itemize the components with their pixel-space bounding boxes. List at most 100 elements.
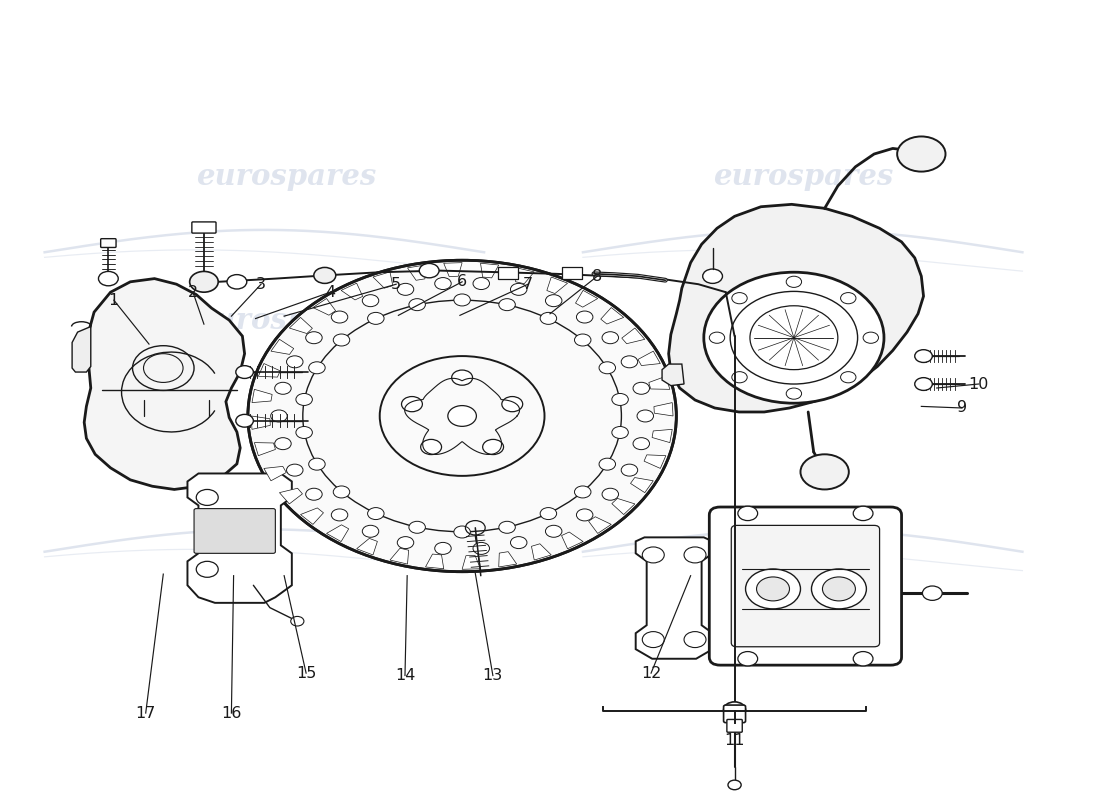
Text: 6: 6 <box>456 274 468 290</box>
Circle shape <box>454 294 471 306</box>
Circle shape <box>600 458 616 470</box>
Circle shape <box>309 362 326 374</box>
Circle shape <box>362 526 378 538</box>
Polygon shape <box>73 326 91 372</box>
Circle shape <box>331 311 348 323</box>
Circle shape <box>275 438 292 450</box>
Circle shape <box>271 410 287 422</box>
Polygon shape <box>373 272 393 288</box>
Circle shape <box>642 547 664 563</box>
Circle shape <box>612 394 628 406</box>
Circle shape <box>306 332 322 344</box>
Circle shape <box>574 486 591 498</box>
Circle shape <box>738 651 758 666</box>
Text: 10: 10 <box>968 377 989 391</box>
Polygon shape <box>251 416 271 430</box>
Polygon shape <box>575 290 597 307</box>
Polygon shape <box>652 430 672 442</box>
Circle shape <box>704 272 884 403</box>
Circle shape <box>621 464 638 476</box>
Polygon shape <box>300 508 323 524</box>
Circle shape <box>602 332 618 344</box>
Text: eurospares: eurospares <box>196 306 376 334</box>
FancyBboxPatch shape <box>101 238 116 247</box>
FancyBboxPatch shape <box>194 509 275 554</box>
Circle shape <box>898 137 946 171</box>
Circle shape <box>434 278 451 290</box>
Polygon shape <box>187 474 292 603</box>
Circle shape <box>367 312 384 324</box>
Circle shape <box>454 526 471 538</box>
Polygon shape <box>443 262 462 277</box>
Polygon shape <box>662 364 684 386</box>
Text: 9: 9 <box>957 401 967 415</box>
Circle shape <box>331 509 348 521</box>
Circle shape <box>574 334 591 346</box>
Circle shape <box>728 780 741 790</box>
Circle shape <box>684 547 706 563</box>
Circle shape <box>452 370 473 386</box>
Circle shape <box>746 569 801 609</box>
Polygon shape <box>636 538 713 658</box>
Circle shape <box>397 537 414 549</box>
Circle shape <box>840 293 856 304</box>
Circle shape <box>812 569 867 609</box>
Polygon shape <box>498 552 517 567</box>
Circle shape <box>448 406 476 426</box>
Text: 17: 17 <box>135 706 156 721</box>
Text: 5: 5 <box>392 277 402 292</box>
Circle shape <box>196 490 218 506</box>
Text: 13: 13 <box>483 668 503 683</box>
Circle shape <box>510 283 527 295</box>
Circle shape <box>483 439 504 454</box>
Circle shape <box>473 278 490 290</box>
Polygon shape <box>254 442 275 456</box>
Circle shape <box>196 562 218 578</box>
Text: eurospares: eurospares <box>196 162 376 191</box>
Polygon shape <box>547 277 568 294</box>
Polygon shape <box>669 204 924 412</box>
Circle shape <box>402 397 422 412</box>
Polygon shape <box>516 268 535 284</box>
Circle shape <box>684 631 706 647</box>
Circle shape <box>546 294 562 306</box>
Circle shape <box>600 362 616 374</box>
Circle shape <box>510 537 527 549</box>
Text: eurospares: eurospares <box>713 162 893 191</box>
FancyBboxPatch shape <box>727 719 742 732</box>
Circle shape <box>409 298 426 310</box>
Circle shape <box>473 542 490 554</box>
Polygon shape <box>407 265 426 280</box>
Polygon shape <box>289 318 312 334</box>
Circle shape <box>333 334 350 346</box>
Circle shape <box>602 488 618 500</box>
Polygon shape <box>356 538 377 555</box>
Polygon shape <box>327 525 349 542</box>
Polygon shape <box>638 351 660 366</box>
Polygon shape <box>258 363 280 377</box>
Text: 2: 2 <box>188 285 198 300</box>
Polygon shape <box>85 278 244 490</box>
Polygon shape <box>390 548 408 564</box>
Bar <box>562 267 582 278</box>
Circle shape <box>420 439 441 454</box>
Bar <box>498 267 518 278</box>
Circle shape <box>642 631 664 647</box>
Text: eurospares: eurospares <box>713 306 893 334</box>
Polygon shape <box>645 455 665 469</box>
Circle shape <box>915 378 933 390</box>
Circle shape <box>710 332 725 343</box>
Text: 1: 1 <box>109 293 119 308</box>
FancyBboxPatch shape <box>191 222 216 233</box>
Circle shape <box>296 426 312 438</box>
Circle shape <box>732 372 747 383</box>
Text: 12: 12 <box>641 666 661 681</box>
Circle shape <box>248 260 676 572</box>
Circle shape <box>854 651 873 666</box>
Polygon shape <box>481 263 498 278</box>
Circle shape <box>367 507 384 519</box>
Polygon shape <box>341 283 363 300</box>
Circle shape <box>235 414 253 427</box>
Circle shape <box>923 586 943 600</box>
Text: 11: 11 <box>724 733 745 748</box>
